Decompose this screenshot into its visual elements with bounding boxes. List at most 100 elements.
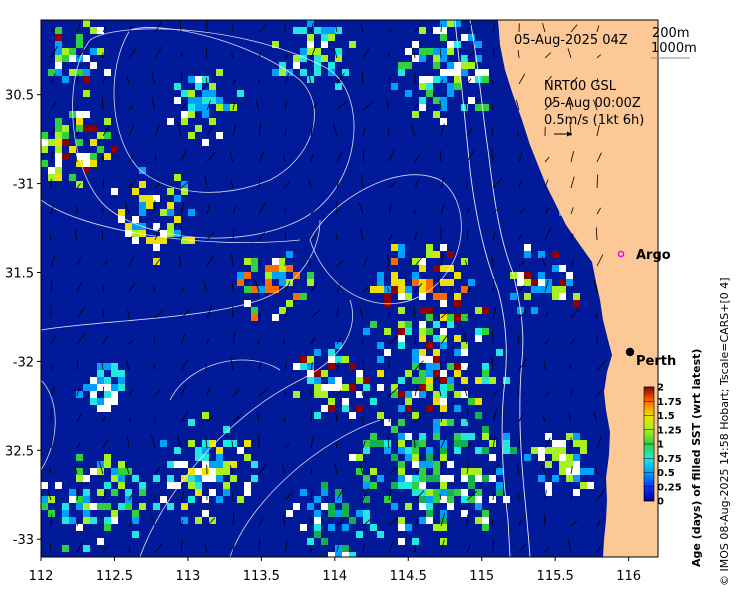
current-vector [76,205,78,215]
current-vector [492,304,497,319]
sst-cell [342,398,349,405]
current-vector [570,338,576,345]
sst-cell [181,503,188,510]
current-vector [102,126,110,137]
sst-cell [559,447,566,454]
current-vector [258,516,264,527]
sst-cell [545,482,552,489]
sst-cell [454,391,461,398]
sst-cell [300,356,307,363]
sst-cell [461,55,468,62]
sst-cell [447,461,454,468]
current-vector [258,202,266,215]
sst-cell [216,132,223,139]
sst-cell [342,356,349,363]
sst-cell [489,440,496,447]
sst-cell [314,370,321,377]
current-vector [231,491,234,501]
sst-cell [412,41,419,48]
sst-cell [216,97,223,104]
sst-cell [335,27,342,34]
sst-cell [419,55,426,62]
current-vector [544,76,552,85]
sst-cell [307,356,314,363]
sst-cell [447,419,454,426]
sst-cell [433,111,440,118]
sst-cell [454,272,461,279]
sst-cell [55,482,62,489]
sst-cell [440,55,447,62]
sst-cell [202,454,209,461]
sst-cell [286,251,293,258]
sst-cell [216,447,223,454]
colorbar-tick-label: 0.5 [657,468,675,479]
current-vector [258,260,261,267]
current-vector [47,489,52,501]
sst-cell [440,27,447,34]
sst-cell [55,125,62,132]
sst-cell [398,69,405,76]
sst-cell [566,475,573,482]
sst-cell [468,279,475,286]
sst-cell [419,384,426,391]
current-vector [231,306,234,319]
sst-cell [188,111,195,118]
sst-cell [307,272,314,279]
sst-cell [412,111,419,118]
current-vector [515,99,520,111]
colorbar-tick-label: 0.25 [657,482,682,493]
current-vector [596,78,598,85]
sst-cell [293,293,300,300]
sst-cell [48,167,55,174]
current-vector [153,363,156,371]
sst-cell [293,272,300,279]
sst-cell [314,531,321,538]
current-vector [492,279,495,293]
sst-cell [55,160,62,167]
sst-cell [391,244,398,251]
current-vector [50,45,58,59]
sst-cell [405,90,412,97]
sst-cell [461,496,468,503]
timestamp-label: 05-Aug-2025 04Z [514,33,628,48]
sst-cell [468,433,475,440]
sst-cell [300,55,307,62]
current-vector [50,543,52,553]
current-vector [414,282,423,293]
map-annotations: 05-Aug-2025 04Z 200m 1000m NRT00 GSL 05-… [514,26,697,369]
current-vector [206,339,210,345]
sst-cell [573,468,580,475]
sst-cell [104,153,111,160]
current-vector [310,410,313,423]
current-vector [439,100,442,111]
sst-cell [237,90,244,97]
current-vector [388,202,392,215]
sst-cell [321,384,328,391]
sst-cell [244,482,251,489]
current-vector [151,516,156,527]
current-vector [76,282,83,293]
sst-cell [55,34,62,41]
current-vector [180,181,189,189]
sst-cell [475,468,482,475]
argo-label: Argo [636,248,671,263]
sst-cell [272,272,279,279]
sst-cell [440,342,447,349]
current-vector [176,435,182,449]
sst-cell [566,454,573,461]
sst-cell [419,517,426,524]
sst-cell [118,384,125,391]
sst-cell [83,20,90,27]
sst-cell [181,118,188,125]
sst-cell [272,41,279,48]
current-vector [593,412,598,423]
sst-cell [426,454,433,461]
current-vector [284,100,287,111]
sst-cell [174,482,181,489]
sst-cell [356,391,363,398]
current-vector [570,520,578,527]
sst-cell [433,251,440,258]
current-vector [544,101,555,111]
sst-cell [97,503,104,510]
current-vector [491,519,494,527]
